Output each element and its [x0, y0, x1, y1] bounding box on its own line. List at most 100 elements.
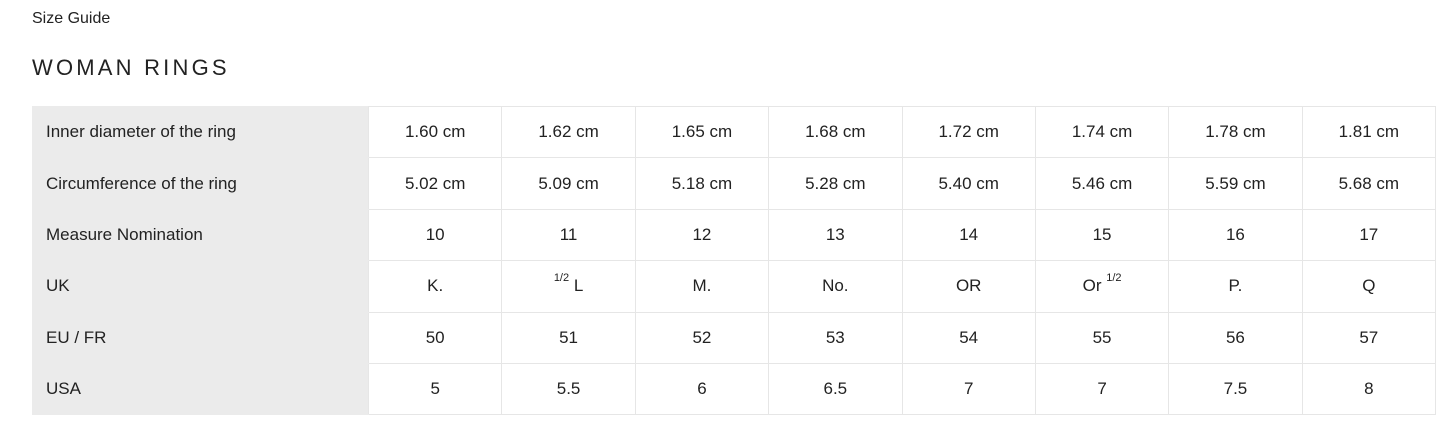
- cell-value: L: [573, 276, 584, 296]
- cell-value: K.: [427, 276, 444, 296]
- table-cell: 8: [1301, 362, 1437, 416]
- table-cell: P.: [1168, 260, 1303, 313]
- table-cell: No.: [768, 260, 903, 313]
- table-cell: 1.81 cm: [1301, 105, 1437, 159]
- page-title: WOMAN RINGS: [32, 55, 230, 80]
- table-cell: 7: [901, 362, 1036, 416]
- cell-value: 51: [559, 327, 579, 347]
- table-cell: 5.02 cm: [367, 157, 503, 210]
- cell-value: 1.81 cm: [1338, 122, 1400, 142]
- cell-value: 6: [697, 379, 707, 399]
- cell-value: 5.28 cm: [805, 173, 866, 193]
- fraction-superscript: 1/2: [553, 272, 570, 285]
- row-label: Inner diameter of the ring: [32, 105, 369, 159]
- row-label: Circumference of the ring: [32, 157, 369, 210]
- cell-value: 17: [1359, 224, 1379, 244]
- table-cell: 6.5: [768, 362, 903, 416]
- table-cell: 1.74 cm: [1034, 105, 1170, 159]
- table-row: UK K. 1/2 L M. No. OR Or 1/2 P. Q: [32, 260, 1437, 313]
- table-row: Measure Nomination 10 11 12 13 14 15 16 17: [32, 208, 1437, 262]
- table-cell: 52: [634, 311, 770, 364]
- table-cell: K.: [367, 260, 503, 313]
- table-row: Circumference of the ring 5.02 cm 5.09 cm 5…: [32, 157, 1437, 210]
- cell-value: Q: [1362, 276, 1376, 296]
- table-cell: 10: [367, 208, 503, 262]
- cell-value: 8: [1364, 379, 1374, 399]
- table-cell: 13: [768, 208, 903, 262]
- table-cell: 5.40 cm: [901, 157, 1036, 210]
- cell-value: 52: [692, 327, 712, 347]
- cell-value: 5.40 cm: [938, 173, 999, 193]
- table-cell: 1.78 cm: [1168, 105, 1303, 159]
- table-cell: 55: [1034, 311, 1170, 364]
- cell-value: 5.46 cm: [1071, 173, 1133, 193]
- cell-value: No.: [822, 276, 849, 296]
- table-cell: 1.72 cm: [901, 105, 1036, 159]
- cell-value: 53: [825, 327, 845, 347]
- table-cell: 53: [768, 311, 903, 364]
- table-cell: Q: [1301, 260, 1437, 313]
- cell-value: 56: [1225, 327, 1245, 347]
- cell-value: 1.72 cm: [938, 122, 999, 142]
- cell-value: 5.09 cm: [538, 173, 599, 193]
- table-cell: 15: [1034, 208, 1170, 262]
- cell-value: 10: [425, 224, 445, 244]
- cell-value: 55: [1092, 327, 1112, 347]
- table-cell: OR: [901, 260, 1036, 313]
- table-cell: 5.18 cm: [634, 157, 770, 210]
- cell-value: OR: [955, 276, 982, 296]
- cell-value: 5.02 cm: [404, 173, 466, 193]
- row-label: USA: [32, 362, 369, 416]
- breadcrumb: Size Guide: [32, 10, 111, 27]
- table-cell: 5: [367, 362, 503, 416]
- table-cell: 51: [501, 311, 636, 364]
- table-cell: 5.59 cm: [1168, 157, 1303, 210]
- table-cell: 17: [1301, 208, 1437, 262]
- table-row: EU / FR 50 51 52 53 54 55 56 57: [32, 311, 1437, 364]
- cell-value: 16: [1225, 224, 1245, 244]
- table-cell: 5.28 cm: [768, 157, 903, 210]
- cell-value: 7: [1097, 379, 1107, 399]
- table-cell: 5.46 cm: [1034, 157, 1170, 210]
- table-cell: 54: [901, 311, 1036, 364]
- table-cell: 5.5: [501, 362, 636, 416]
- table-cell: 14: [901, 208, 1036, 262]
- table-row: USA 5 5.5 6 6.5 7 7 7.5 8: [32, 362, 1437, 416]
- table-cell: 11: [501, 208, 636, 262]
- table-cell: 1.68 cm: [768, 105, 903, 159]
- cell-value: 5.68 cm: [1338, 173, 1400, 193]
- cell-value: 13: [825, 224, 845, 244]
- row-label: EU / FR: [32, 311, 369, 364]
- cell-value: 7.5: [1223, 379, 1248, 399]
- table-cell: Or 1/2: [1034, 260, 1170, 313]
- table-cell: 57: [1301, 311, 1437, 364]
- row-label: UK: [32, 260, 369, 313]
- table-cell: 1.65 cm: [634, 105, 770, 159]
- cell-value: 50: [425, 327, 445, 347]
- cell-value: 7: [963, 379, 974, 399]
- cell-value: 5.18 cm: [671, 173, 733, 193]
- table-cell: 7: [1034, 362, 1170, 416]
- table-cell: 7.5: [1168, 362, 1303, 416]
- cell-value: 5: [430, 379, 440, 399]
- table-cell: 1.62 cm: [501, 105, 636, 159]
- table-cell: 56: [1168, 311, 1303, 364]
- row-label: Measure Nomination: [32, 208, 369, 262]
- cell-value: 1.65 cm: [671, 122, 733, 142]
- cell-value: 14: [959, 224, 979, 244]
- table-cell: 6: [634, 362, 770, 416]
- cell-value: 1.78 cm: [1205, 122, 1266, 142]
- fraction-superscript: 1/2: [1106, 272, 1122, 285]
- table-cell: 5.09 cm: [501, 157, 636, 210]
- table-cell: M.: [634, 260, 770, 313]
- cell-value: M.: [692, 276, 712, 296]
- table-row: Inner diameter of the ring 1.60 cm 1.62 cm…: [32, 105, 1437, 159]
- cell-value: P.: [1228, 276, 1243, 296]
- cell-value: 54: [959, 327, 979, 347]
- table-cell: 12: [634, 208, 770, 262]
- table-cell: 1.60 cm: [367, 105, 503, 159]
- cell-value: 1.74 cm: [1071, 122, 1133, 142]
- table-cell: 1/2 L: [501, 260, 636, 313]
- cell-value: 11: [559, 224, 578, 244]
- cell-value: 57: [1359, 327, 1379, 347]
